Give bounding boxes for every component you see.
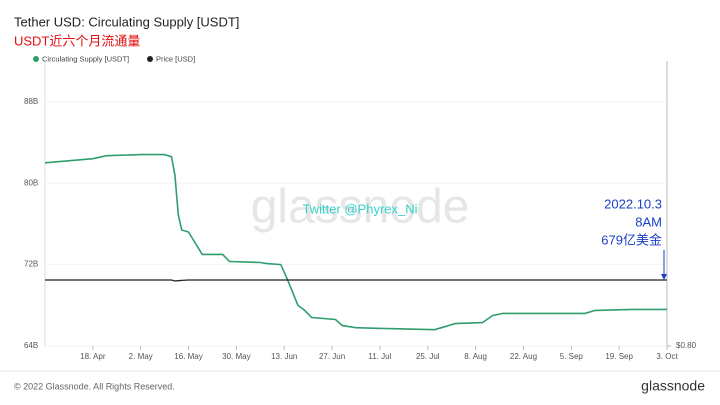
annotation: 679亿美金 <box>601 232 662 247</box>
x-tick-label: 16. May <box>174 352 202 361</box>
logo: glassnode <box>641 378 705 394</box>
x-tick-label: 18. Apr <box>80 352 106 361</box>
legend-label: Circulating Supply [USDT] <box>42 54 129 63</box>
series-line <box>44 153 667 331</box>
x-tick-label: 13. Jun <box>271 352 297 361</box>
x-tick-label: 25. Jul <box>416 352 440 361</box>
footer: © 2022 Glassnode. All Rights Reserved. <box>14 381 175 391</box>
x-tick-label: 8. Aug <box>464 352 487 361</box>
x-tick-label: 27. Jun <box>319 352 345 361</box>
credit: Twitter @Phyrex_Ni <box>302 201 417 216</box>
legend-marker <box>147 56 153 62</box>
y-tick-label: 72B <box>24 260 38 269</box>
y-tick-label: 64B <box>24 341 38 350</box>
legend-label: Price [USD] <box>156 54 195 63</box>
watermark: glassnode <box>251 181 470 234</box>
x-tick-label: 2. May <box>129 352 153 361</box>
annotation: 2022.10.3 <box>604 196 662 211</box>
y-tick-label: 80B <box>24 178 38 187</box>
x-tick-label: 22. Aug <box>510 352 537 361</box>
x-tick-label: 3. Oct <box>656 352 678 361</box>
y2-tick-label: $0.80 <box>676 341 697 350</box>
series-line <box>45 279 667 282</box>
subtitle: USDT近六个月流通量 <box>14 33 140 48</box>
legend-marker <box>33 56 39 62</box>
annotation-arrowhead <box>661 274 667 280</box>
x-tick-label: 11. Jul <box>368 352 391 361</box>
x-tick-label: 5. Sep <box>560 352 584 361</box>
y-tick-label: 88B <box>24 97 38 106</box>
chart-title: Tether USD: Circulating Supply [USDT] <box>14 14 239 29</box>
x-tick-label: 30. May <box>222 352 250 361</box>
x-tick-label: 19. Sep <box>605 352 633 361</box>
annotation: 8AM <box>635 214 662 229</box>
